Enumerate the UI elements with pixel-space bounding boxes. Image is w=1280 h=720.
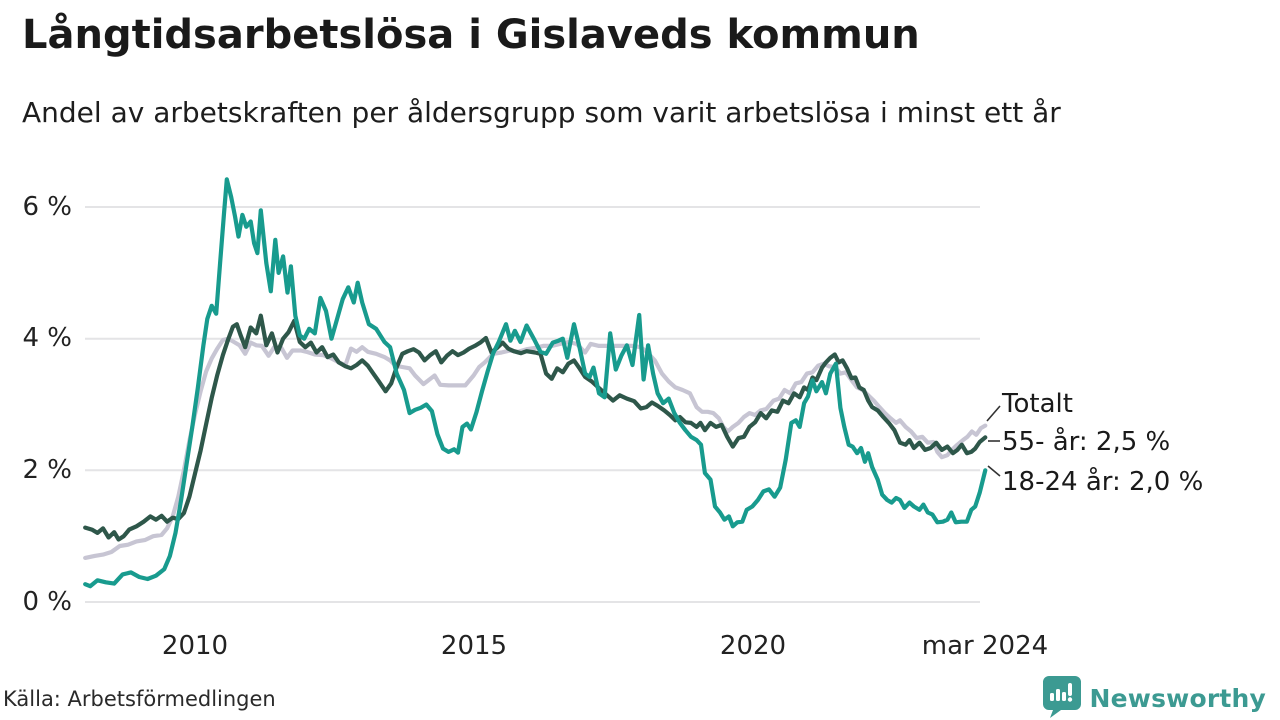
- series-label-18-24: 18-24 år: 2,0 %: [1002, 467, 1204, 497]
- newsworthy-logo-icon: [1040, 674, 1082, 720]
- y-axis-tick-6: 6 %: [22, 192, 72, 222]
- page-title: Långtidsarbetslösa i Gislaveds kommun: [22, 12, 920, 58]
- series-label-totalt: Totalt: [1002, 389, 1073, 419]
- series-line-55-r: [83, 313, 988, 542]
- page-subtitle: Andel av arbetskraften per åldersgrupp s…: [22, 96, 1061, 129]
- x-axis-tick-mar-2024: mar 2024: [921, 631, 1049, 661]
- newsworthy-logo-text: Newsworthy: [1089, 683, 1266, 713]
- x-axis-tick-2010: 2010: [161, 631, 229, 661]
- y-axis-tick-4: 4 %: [22, 323, 72, 353]
- x-axis-tick-2015: 2015: [440, 631, 508, 661]
- leader-line-totalt: [986, 405, 1001, 422]
- series-line-18-24-r: [83, 177, 988, 589]
- newsworthy-branding: Newsworthy: [1040, 674, 1267, 720]
- series-label-55-plus: 55- år: 2,5 %: [1002, 427, 1171, 457]
- leader-line-18-24-r: [987, 465, 1001, 477]
- source-attribution: Källa: Arbetsförmedlingen: [3, 687, 276, 711]
- y-axis-tick-2: 2 %: [22, 455, 72, 485]
- x-axis-tick-2020: 2020: [719, 631, 787, 661]
- y-axis-tick-0: 0 %: [22, 587, 72, 617]
